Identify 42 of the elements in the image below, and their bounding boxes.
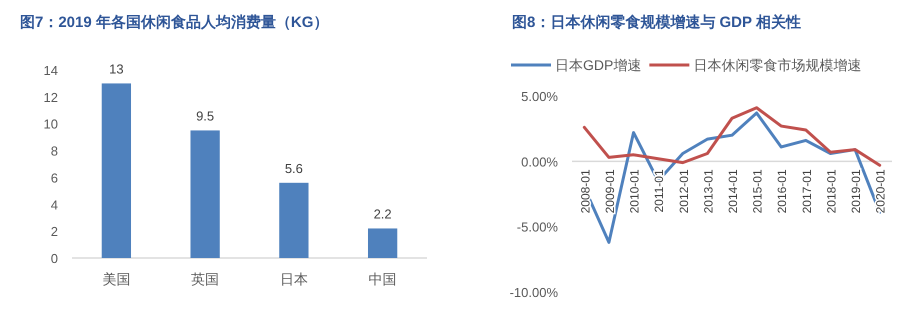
y-tick-label: 4 <box>50 197 58 212</box>
legend-label: 日本GDP增速 <box>555 57 642 73</box>
x-tick-label: 美国 <box>102 271 130 287</box>
x-tick-label: 2008-01 <box>578 169 592 214</box>
data-label: 9.5 <box>196 108 214 124</box>
x-tick-label: 2018-01 <box>824 169 838 214</box>
x-tick-label: 2011-01 <box>652 169 666 212</box>
legend-label: 日本休闲零食市场规模增速 <box>693 57 862 73</box>
y-tick-label: 5.00% <box>521 89 558 104</box>
y-tick-label: 14 <box>44 63 58 78</box>
x-tick-label: 2012-01 <box>676 169 691 214</box>
y-tick-label: 8 <box>50 144 58 159</box>
data-label: 5.6 <box>284 160 303 176</box>
y-tick-label: 0 <box>50 251 58 266</box>
y-tick-label: -5.00% <box>516 220 558 235</box>
data-label: 2.2 <box>374 206 392 222</box>
y-tick-label: -10.00% <box>510 285 558 300</box>
bar <box>368 228 398 258</box>
chart-title: 图8：日本休闲零食规模增速与 GDP 相关性 <box>512 14 801 31</box>
x-tick-label: 2010-01 <box>628 169 642 214</box>
bar <box>190 130 220 258</box>
x-tick-label: 2016-01 <box>775 169 790 214</box>
y-tick-label: 2 <box>50 224 58 240</box>
x-tick-label: 2019-01 <box>849 169 864 214</box>
y-tick-label: 0.00% <box>521 154 558 170</box>
x-tick-label: 2013-01 <box>701 169 716 214</box>
x-tick-label: 英国 <box>191 271 220 287</box>
x-tick-label: 中国 <box>368 271 397 287</box>
x-tick-label: 2014-01 <box>726 169 740 214</box>
x-tick-label: 2015-01 <box>750 169 765 214</box>
y-tick-label: 6 <box>50 170 58 186</box>
bar <box>279 182 309 258</box>
x-tick-label: 2009-01 <box>602 169 617 214</box>
chart-title: 图7：2019 年各国休闲食品人均消费量（KG） <box>20 14 328 31</box>
x-tick-label: 2017-01 <box>800 169 814 214</box>
data-label: 13 <box>109 61 124 76</box>
x-tick-label: 日本 <box>280 271 308 287</box>
y-tick-label: 12 <box>44 90 58 105</box>
bar <box>102 83 132 258</box>
y-tick-label: 10 <box>44 116 58 132</box>
line-series <box>582 106 882 167</box>
x-tick-label: 2020-01 <box>874 169 888 214</box>
